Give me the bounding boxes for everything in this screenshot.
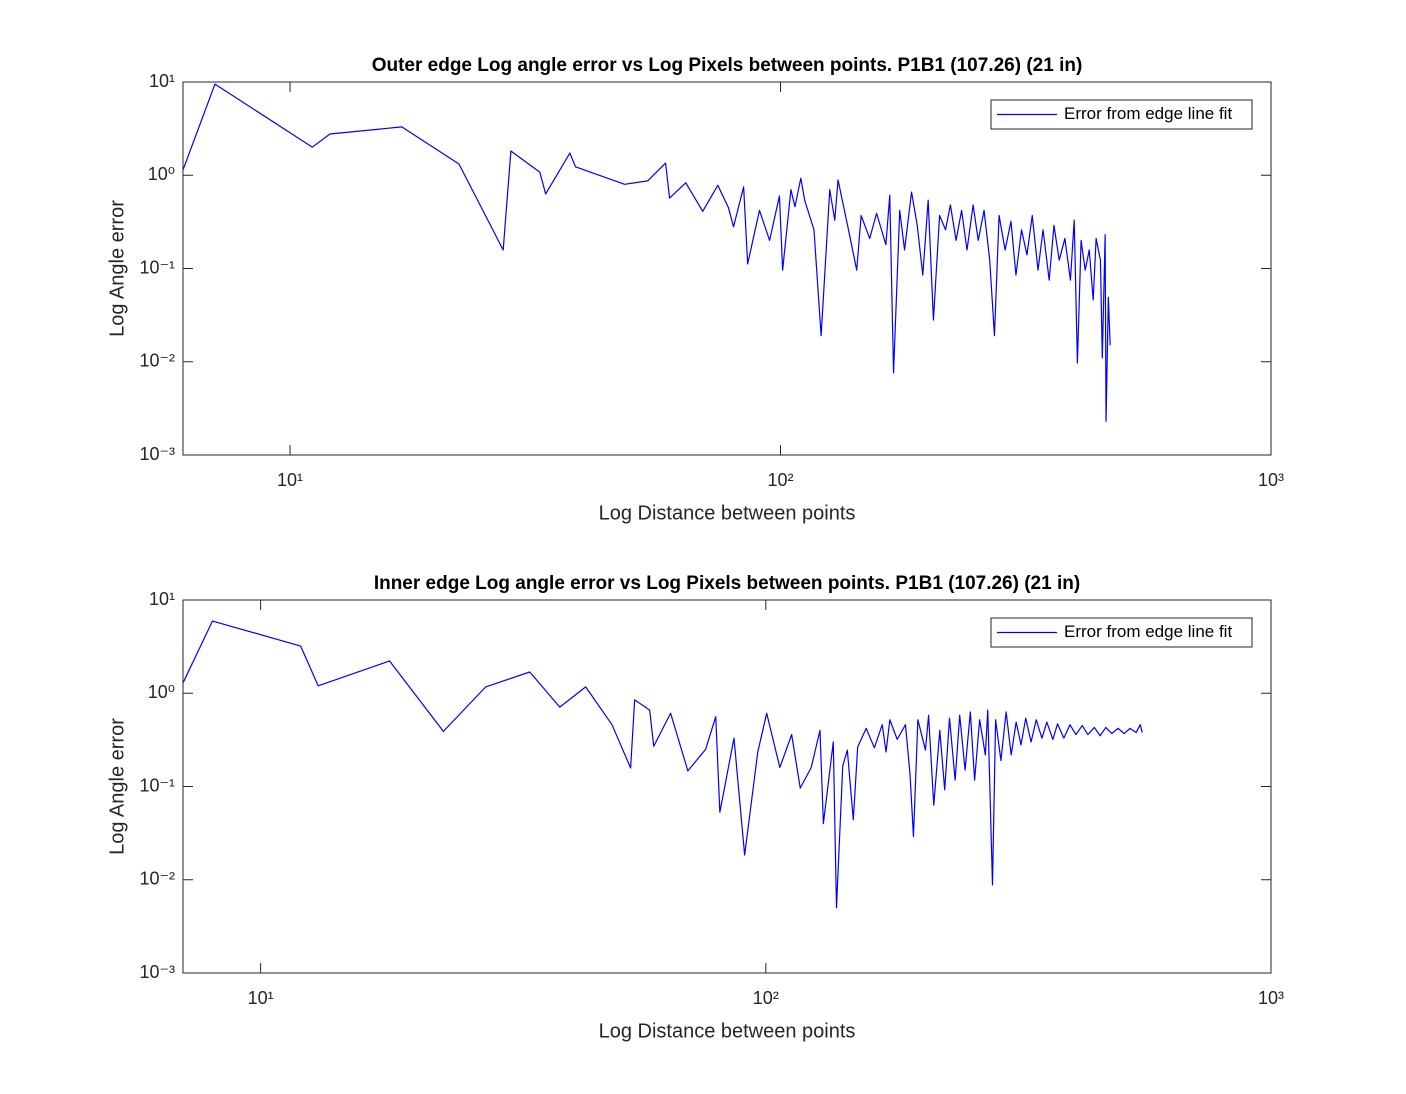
y-axis-label: Log Angle error [106,200,128,337]
legend-box [990,617,1253,648]
x-tick-label: 10³ [1258,470,1284,490]
chart-title: Outer edge Log angle error vs Log Pixels… [372,55,1083,76]
data-line [182,620,1143,909]
x-tick-label: 10² [753,988,779,1008]
y-axis-label: Log Angle error [106,718,128,855]
y-tick-label: 10⁻² [139,869,175,889]
y-tick-label: 10⁻² [139,351,175,371]
y-tick-label: 10¹ [149,589,175,609]
x-tick-label: 10¹ [277,470,303,490]
y-tick-label: 10¹ [149,71,175,91]
axes-box [182,81,1272,456]
y-tick-label: 10⁻¹ [139,775,175,795]
y-tick-label: 10⁻³ [139,444,175,464]
y-tick-label: 10⁰ [148,682,175,702]
y-tick-label: 10⁰ [148,164,175,184]
y-tick-label: 10⁻³ [139,962,175,982]
legend-label: Error from edge line fit [1064,104,1232,123]
axes-box [182,599,1272,974]
chart-title: Inner edge Log angle error vs Log Pixels… [374,573,1080,594]
plot-area [183,82,1271,455]
x-tick-label: 10¹ [248,988,274,1008]
x-tick-label: 10³ [1258,988,1284,1008]
data-line [182,83,1111,422]
x-axis-label: Log Distance between points [599,1020,856,1042]
y-tick-label: 10⁻¹ [139,257,175,277]
legend-label: Error from edge line fit [1064,622,1232,641]
plot-area [183,600,1271,973]
x-tick-label: 10² [768,470,794,490]
x-axis-label: Log Distance between points [599,502,856,524]
